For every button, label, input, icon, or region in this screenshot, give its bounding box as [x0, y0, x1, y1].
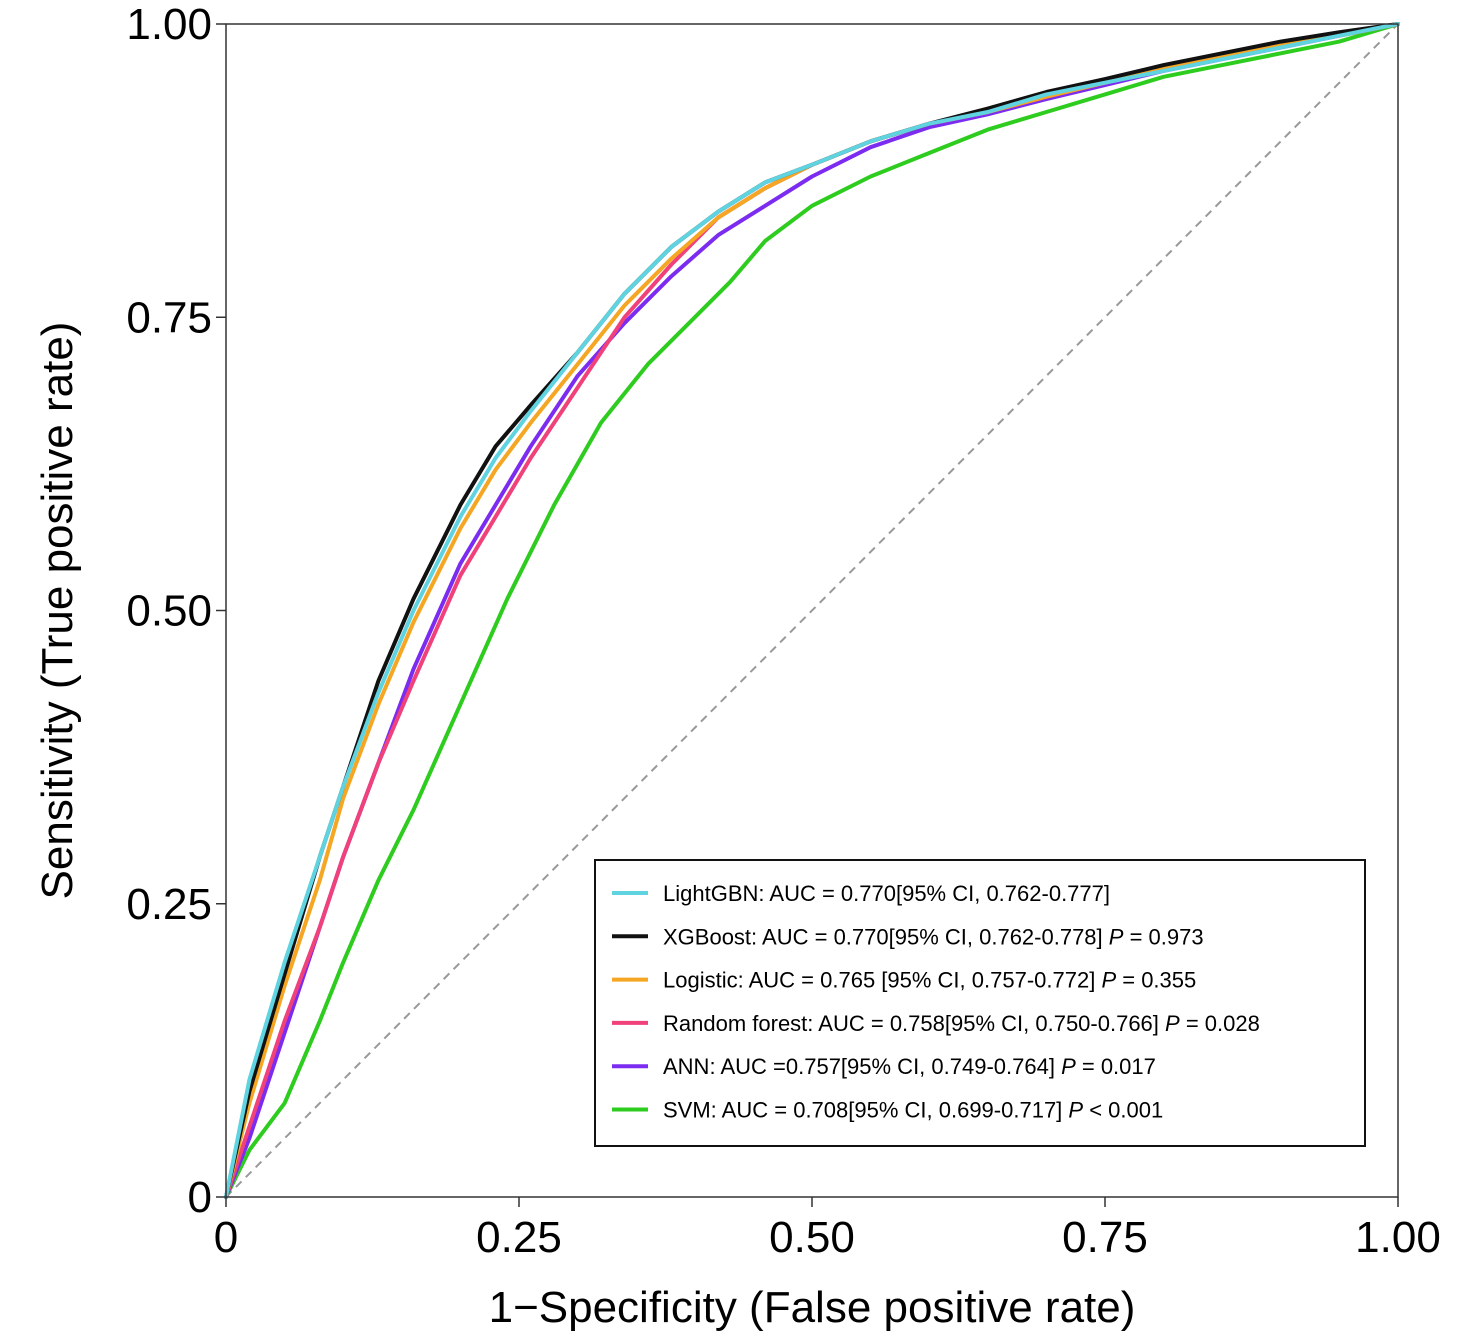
- x-tick-label: 1.00: [1355, 1213, 1441, 1262]
- reference-diagonal-line: [225, 23, 1399, 1198]
- x-tick-label: 0: [214, 1213, 238, 1262]
- legend-label: SVM: AUC = 0.708[95% CI, 0.699-0.717] P …: [663, 1098, 1163, 1123]
- x-tick-label: 0.25: [476, 1213, 562, 1262]
- x-axis-title: 1−Specificity (False positive rate): [489, 1283, 1136, 1332]
- series-line-svm: [224, 22, 1400, 1199]
- plot-area: [224, 22, 1400, 1199]
- x-tick-label: 0.75: [1062, 1213, 1148, 1262]
- legend-label: XGBoost: AUC = 0.770[95% CI, 0.762-0.778…: [663, 924, 1204, 949]
- y-tick-label: 0: [188, 1173, 212, 1222]
- legend-label: LightGBN: AUC = 0.770[95% CI, 0.762-0.77…: [663, 881, 1110, 906]
- y-tick-label: 0.75: [126, 293, 212, 342]
- series-line-lightgbn: [224, 22, 1400, 1199]
- y-tick-label: 0.25: [126, 880, 212, 929]
- legend-box: [594, 859, 1366, 1147]
- y-axis-title: Sensitivity (True positive rate): [33, 322, 82, 900]
- x-tick-label: 0.50: [769, 1213, 855, 1262]
- legend-label: ANN: AUC =0.757[95% CI, 0.749-0.764] P =…: [663, 1054, 1156, 1079]
- axis-ticks: 0 0.25 0.50 0.75 1.00 0 0.25 0.50 0.75 1.00: [126, 0, 1440, 1262]
- legend-label: Logistic: AUC = 0.765 [95% CI, 0.757-0.7…: [663, 968, 1196, 993]
- legend: LightGBN: AUC = 0.770[95% CI, 0.762-0.77…: [594, 859, 1366, 1147]
- y-tick-label: 0.50: [126, 587, 212, 636]
- legend-label: Random forest: AUC = 0.758[95% CI, 0.750…: [663, 1011, 1260, 1036]
- y-tick-label: 1.00: [126, 0, 212, 49]
